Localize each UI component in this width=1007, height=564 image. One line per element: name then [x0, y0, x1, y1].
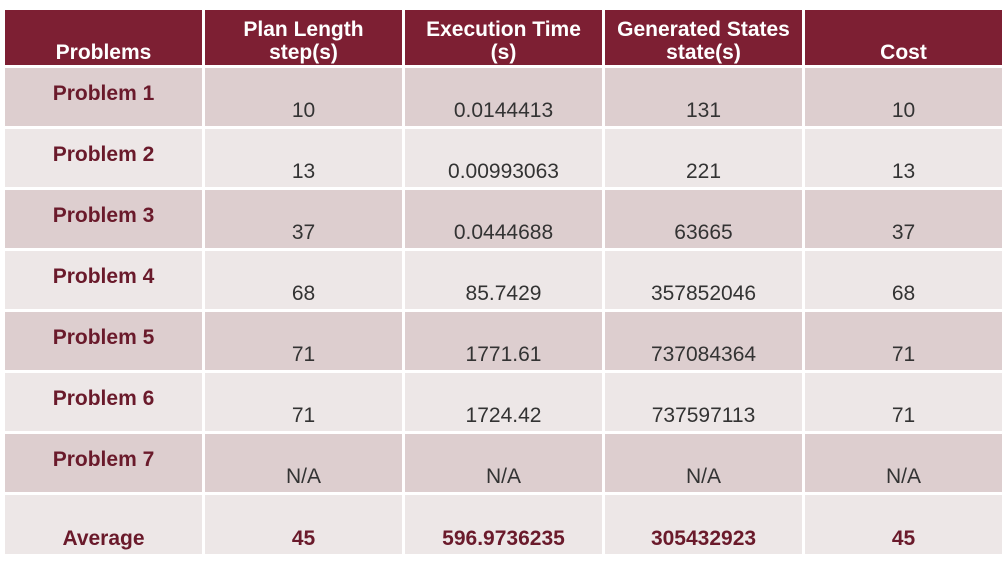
header-plan-length-line2: step(s) [269, 41, 338, 64]
cost-cell: 71 [802, 370, 1005, 434]
row-label: Problem 3 [2, 187, 205, 251]
row-label: Problem 2 [2, 126, 205, 190]
average-generated-states: 305432923 [602, 492, 805, 557]
execution-time-cell: 1771.61 [402, 309, 605, 373]
header-execution-time-line2: (s) [490, 41, 517, 64]
generated-states-cell: 131 [602, 65, 805, 129]
header-execution-time-line1: Execution Time [426, 18, 581, 41]
average-label: Average [2, 492, 205, 557]
table-row: Problem 6 71 1724.42 737597113 71 [2, 370, 1005, 434]
execution-time-cell: 0.0444688 [402, 187, 605, 251]
table-row: Problem 3 37 0.0444688 63665 37 [2, 187, 1005, 251]
cost-cell: 37 [802, 187, 1005, 251]
cost-cell: 10 [802, 65, 1005, 129]
row-label: Problem 4 [2, 248, 205, 312]
generated-states-cell: 737084364 [602, 309, 805, 373]
execution-time-cell: 85.7429 [402, 248, 605, 312]
table-row: Problem 4 68 85.7429 357852046 68 [2, 248, 1005, 312]
average-plan-length: 45 [202, 492, 405, 557]
cost-cell: 71 [802, 309, 1005, 373]
generated-states-cell: 737597113 [602, 370, 805, 434]
header-generated-states: Generated States state(s) [602, 7, 805, 68]
row-label: Problem 1 [2, 65, 205, 129]
header-generated-states-line2: state(s) [666, 41, 741, 64]
header-problems-line1: Problems [55, 41, 152, 64]
execution-time-cell: N/A [402, 431, 605, 495]
header-cost: Cost [802, 7, 1005, 68]
table-row: Problem 2 13 0.00993063 221 13 [2, 126, 1005, 190]
average-row: Average 45 596.9736235 305432923 45 [2, 492, 1005, 557]
generated-states-cell: 357852046 [602, 248, 805, 312]
header-cost-line1: Cost [880, 41, 927, 64]
table-row: Problem 5 71 1771.61 737084364 71 [2, 309, 1005, 373]
average-cost: 45 [802, 492, 1005, 557]
table-row: Problem 7 N/A N/A N/A N/A [2, 431, 1005, 495]
header-plan-length: Plan Length step(s) [202, 7, 405, 68]
plan-length-cell: 71 [202, 370, 405, 434]
header-problems: Problems [2, 7, 205, 68]
header-generated-states-line1: Generated States [617, 18, 790, 41]
generated-states-cell: 221 [602, 126, 805, 190]
generated-states-cell: N/A [602, 431, 805, 495]
plan-length-cell: 68 [202, 248, 405, 312]
header-row: Problems Plan Length step(s) Execution T… [2, 7, 1005, 68]
plan-length-cell: 10 [202, 65, 405, 129]
results-table: Problems Plan Length step(s) Execution T… [2, 7, 1005, 557]
header-execution-time: Execution Time (s) [402, 7, 605, 68]
row-label: Problem 5 [2, 309, 205, 373]
execution-time-cell: 0.0144413 [402, 65, 605, 129]
average-execution-time: 596.9736235 [402, 492, 605, 557]
table-row: Problem 1 10 0.0144413 131 10 [2, 65, 1005, 129]
execution-time-cell: 1724.42 [402, 370, 605, 434]
plan-length-cell: 37 [202, 187, 405, 251]
header-plan-length-line1: Plan Length [243, 18, 364, 41]
execution-time-cell: 0.00993063 [402, 126, 605, 190]
cost-cell: 68 [802, 248, 1005, 312]
generated-states-cell: 63665 [602, 187, 805, 251]
plan-length-cell: N/A [202, 431, 405, 495]
plan-length-cell: 71 [202, 309, 405, 373]
cost-cell: N/A [802, 431, 1005, 495]
cost-cell: 13 [802, 126, 1005, 190]
row-label: Problem 7 [2, 431, 205, 495]
plan-length-cell: 13 [202, 126, 405, 190]
row-label: Problem 6 [2, 370, 205, 434]
